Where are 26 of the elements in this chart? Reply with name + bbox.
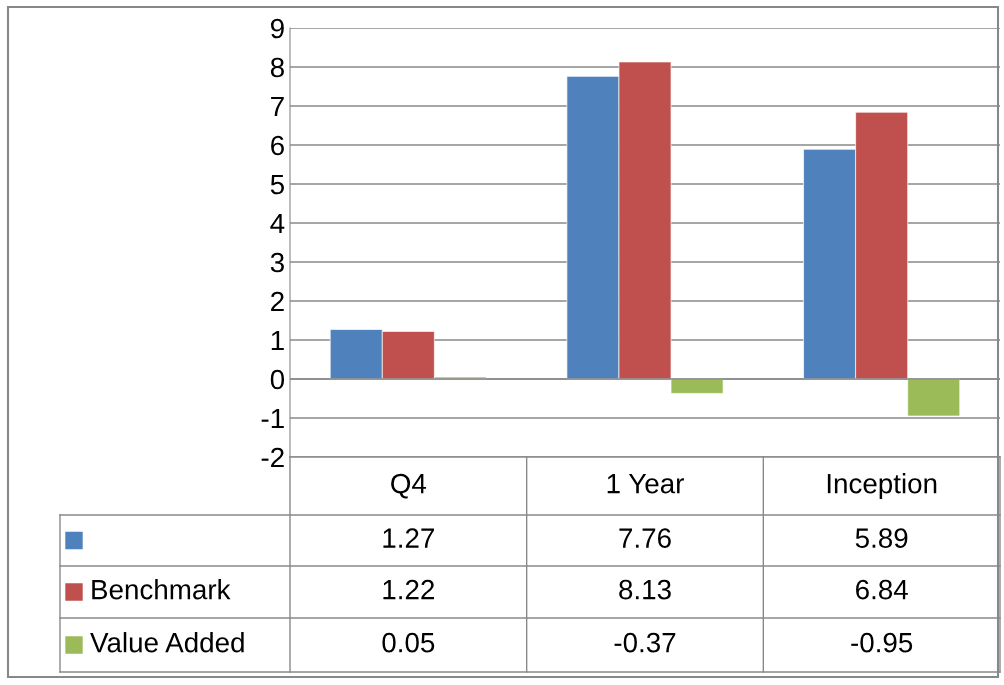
data-label: 8.13 (619, 579, 671, 600)
y-tick-label: 9 (270, 18, 284, 39)
y-tick-label: 8 (270, 57, 284, 78)
data-label: 1.22 (383, 579, 434, 600)
legend-label: Benchmark (92, 579, 231, 600)
x-tick-label: Q4 (391, 473, 427, 499)
y-tick-label: -2 (261, 447, 284, 468)
x-tick-label: 1 Year (607, 474, 684, 494)
y-tick-label: 0 (270, 369, 285, 390)
data-label: -0.37 (614, 632, 676, 653)
data-label: 5.89 (855, 528, 908, 548)
y-tick-label: 3 (270, 252, 284, 273)
data-label: -0.95 (851, 632, 913, 653)
y-tick-label: 1 (271, 330, 284, 351)
y-tick-label: 4 (270, 213, 285, 234)
y-tick-label: 6 (271, 135, 284, 156)
data-label: 0.05 (382, 632, 435, 653)
y-tick-label: 7 (271, 96, 284, 117)
y-tick-label: -1 (261, 408, 284, 429)
data-label: 7.76 (619, 528, 671, 548)
x-tick-label: Inception (827, 473, 937, 499)
y-tick-label: 2 (271, 291, 284, 312)
data-label: 1.27 (383, 528, 434, 548)
legend-label: Value Added (90, 632, 244, 653)
data-label: 6.84 (856, 579, 908, 600)
y-tick-label: 5 (270, 174, 284, 195)
